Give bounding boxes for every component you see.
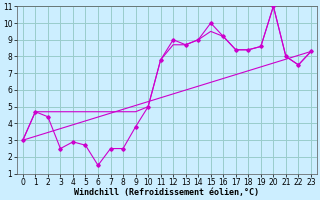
X-axis label: Windchill (Refroidissement éolien,°C): Windchill (Refroidissement éolien,°C)	[74, 188, 260, 197]
